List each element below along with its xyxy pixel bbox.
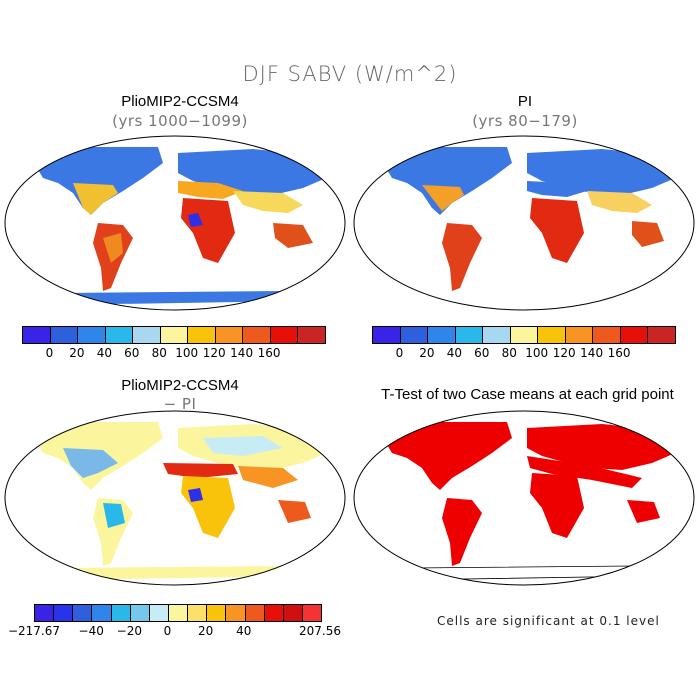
colorbar-swatch [23, 327, 51, 343]
colorbar-tick-label: −217.67 [7, 624, 61, 638]
colorbar-swatch [168, 605, 189, 621]
colorbar-3-labels: −217.67 −40 −20 0 20 40 207.56 [8, 624, 341, 640]
colorbar-tick-label: 60 [474, 346, 490, 360]
colorbar-swatch [620, 327, 649, 343]
colorbar-swatch [188, 605, 208, 621]
colorbar-swatch [188, 327, 216, 343]
panel-4-title: T-Test of two Case means at each grid po… [381, 386, 674, 403]
colorbar-swatch [264, 605, 284, 621]
colorbar-tick-label: 80 [501, 346, 517, 360]
colorbar-tick-label: 20 [419, 346, 435, 360]
colorbar-tick-label: 120 [552, 346, 576, 360]
colorbar-swatch [283, 605, 303, 621]
colorbar-tick-label: 100 [525, 346, 549, 360]
colorbar-tick-label: 40 [96, 346, 112, 360]
colorbar-tick-label: 140 [580, 346, 604, 360]
colorbar-tick-label: −40 [78, 624, 104, 638]
colorbar-tick-label: 20 [69, 346, 85, 360]
map-panel-4 [353, 410, 695, 586]
colorbar-swatch [92, 605, 112, 621]
colorbar-tick-label: 80 [151, 346, 167, 360]
colorbar-swatch [270, 327, 299, 343]
colorbar-swatch [428, 327, 456, 343]
colorbar-swatch [648, 327, 676, 343]
colorbar-tick-label: 60 [124, 346, 140, 360]
colorbar-swatch [538, 327, 566, 343]
figure-title: DJF SABV (W/m^2) [242, 62, 458, 86]
colorbar-swatch [149, 605, 169, 621]
colorbar-swatch [160, 327, 189, 343]
colorbar-tick-label: 20 [197, 624, 214, 638]
colorbar-tick-label: 40 [236, 624, 252, 638]
map-4-significance [380, 422, 687, 581]
colorbar-3 [34, 604, 322, 622]
panel-1-title: PlioMIP2-CCSM4 [121, 93, 239, 110]
colorbar-tick-label: 0 [45, 346, 54, 360]
colorbar-tick-label: 140 [230, 346, 254, 360]
colorbar-swatch [35, 605, 55, 621]
colorbar-swatch [373, 327, 401, 343]
colorbar-tick-label: 0 [163, 624, 172, 638]
colorbar-swatch [455, 327, 484, 343]
significance-note: Cells are significant at 0.1 level [437, 614, 660, 628]
colorbar-1-labels: 0 20 40 60 80 100 120 140 160 [22, 346, 324, 362]
map-2-land [380, 147, 687, 291]
colorbar-swatch [400, 327, 429, 343]
colorbar-swatch [130, 605, 150, 621]
colorbar-swatch [298, 327, 326, 343]
colorbar-swatch [593, 327, 621, 343]
map-panel-1 [4, 135, 346, 311]
colorbar-swatch [133, 327, 161, 343]
colorbar-tick-label: 40 [446, 346, 462, 360]
colorbar-tick-label: 100 [175, 346, 199, 360]
colorbar-tick-label: 0 [395, 346, 404, 360]
colorbar-tick-label: 120 [202, 346, 226, 360]
colorbar-swatch [565, 327, 594, 343]
colorbar-swatch [73, 605, 93, 621]
colorbar-2-labels: 0 20 40 60 80 100 120 140 160 [372, 346, 674, 362]
colorbar-swatch [54, 605, 74, 621]
colorbar-swatch [226, 605, 246, 621]
colorbar-swatch [510, 327, 539, 343]
colorbar-swatch [245, 605, 265, 621]
colorbar-swatch [50, 327, 79, 343]
panel-1-subtitle: (yrs 1000−1099) [112, 112, 248, 130]
colorbar-swatch [215, 327, 244, 343]
colorbar-tick-label: −20 [116, 624, 142, 638]
panel-2-title: PI [517, 93, 533, 110]
map-panel-3 [4, 410, 346, 586]
colorbar-swatch [243, 327, 271, 343]
panel-3-title: PlioMIP2-CCSM4 [121, 377, 239, 394]
colorbar-swatch [483, 327, 511, 343]
colorbar-tick-label: 160 [607, 346, 631, 360]
colorbar-swatch [207, 605, 227, 621]
colorbar-1 [22, 326, 326, 344]
panel-2-subtitle: (yrs 80−179) [472, 112, 578, 130]
colorbar-swatch [302, 605, 322, 621]
colorbar-2 [372, 326, 676, 344]
map-3-land [31, 422, 338, 580]
map-1-land [31, 147, 338, 305]
map-panel-2 [353, 135, 695, 311]
colorbar-tick-label: 160 [257, 346, 281, 360]
colorbar-swatch [105, 327, 134, 343]
colorbar-tick-label: 207.56 [299, 624, 341, 638]
colorbar-swatch [111, 605, 131, 621]
colorbar-swatch [78, 327, 106, 343]
panel-3-subtitle: − PI [163, 395, 197, 413]
